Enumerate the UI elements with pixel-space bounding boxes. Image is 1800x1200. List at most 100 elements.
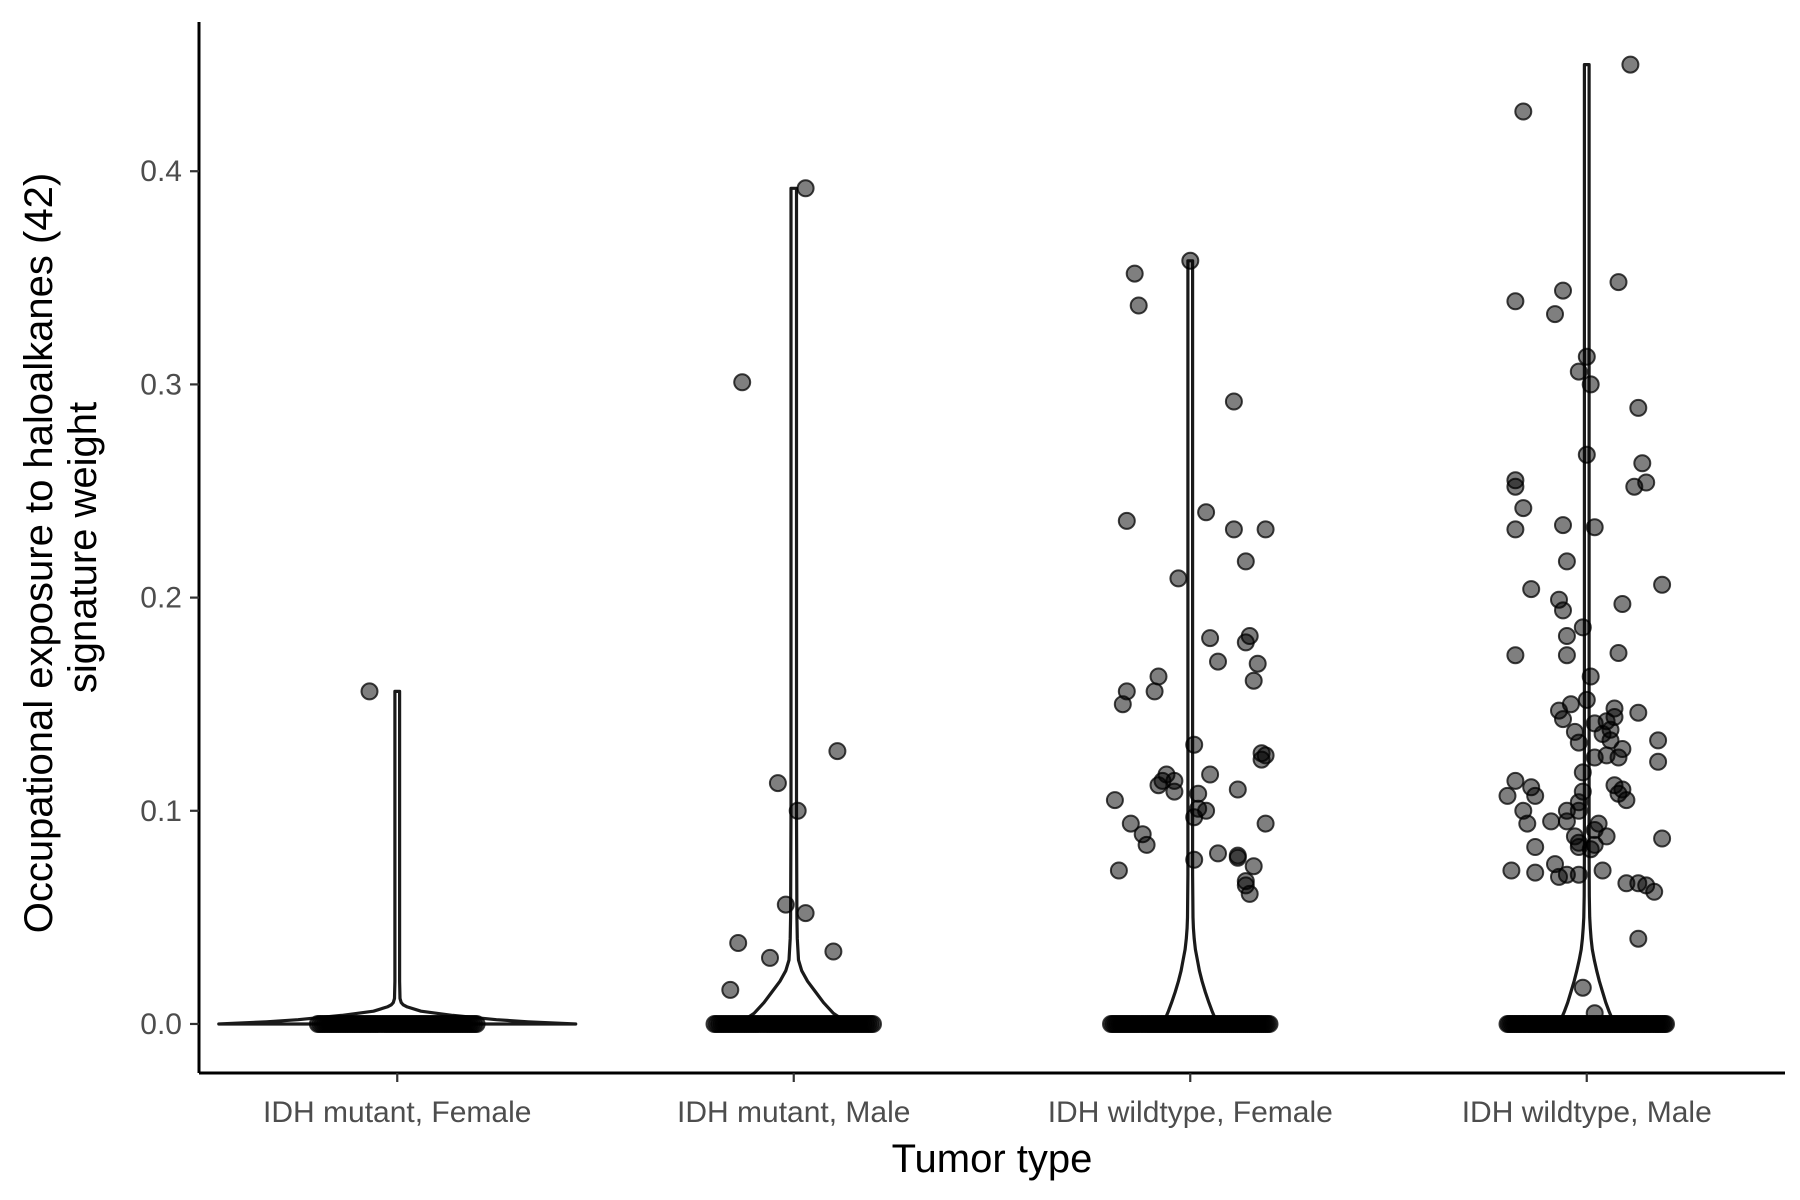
- data-point: [761, 948, 779, 967]
- data-point: [1557, 627, 1576, 645]
- data-point: [1189, 784, 1208, 803]
- data-point: [768, 774, 787, 793]
- data-point: [1573, 763, 1592, 782]
- data-point: [1209, 652, 1227, 671]
- data-point: [1557, 646, 1576, 665]
- data-point: [1201, 765, 1220, 784]
- data-point: [1585, 1004, 1604, 1023]
- data-point: [1506, 292, 1525, 311]
- data-point: [1129, 296, 1148, 315]
- data-point: [1657, 1015, 1675, 1033]
- y-axis-title-line-2: signature weight: [61, 402, 105, 693]
- data-point: [1165, 782, 1184, 801]
- data-point: [1581, 840, 1600, 859]
- data-point: [1542, 812, 1561, 831]
- y-tick-label: 0.4: [140, 155, 182, 188]
- data-point: [1569, 733, 1588, 752]
- data-point: [1145, 682, 1164, 701]
- data-point: [1248, 654, 1267, 673]
- data-point: [1573, 618, 1592, 637]
- data-point: [776, 895, 795, 914]
- data-point: [1625, 477, 1644, 496]
- data-point: [1569, 865, 1588, 884]
- data-point: [1653, 575, 1672, 594]
- data-point: [796, 904, 815, 923]
- data-point: [1185, 808, 1204, 827]
- data-point: [1593, 861, 1612, 880]
- data-point: [1609, 748, 1628, 767]
- data-point: [1209, 844, 1227, 863]
- x-tick-label: IDH mutant, Female: [263, 1096, 531, 1129]
- data-point: [1569, 801, 1588, 820]
- data-point: [1244, 671, 1263, 690]
- y-axis-title: Occupational exposure to haloalkanes (42…: [17, 162, 105, 934]
- data-point: [1526, 786, 1545, 805]
- data-point: [1526, 838, 1545, 856]
- data-point: [1506, 771, 1525, 790]
- data-point: [1581, 667, 1600, 686]
- data-point: [1149, 667, 1168, 686]
- data-point: [1526, 863, 1545, 882]
- data-point: [360, 682, 379, 701]
- data-point: [1581, 375, 1600, 394]
- data-point: [1554, 601, 1572, 620]
- x-tick-label: IDH wildtype, Male: [1462, 1096, 1712, 1129]
- x-tick-label: IDH mutant, Male: [677, 1096, 910, 1129]
- data-point: [1169, 569, 1188, 588]
- data-point: [1585, 518, 1604, 537]
- data-point: [729, 934, 748, 952]
- data-point: [1557, 812, 1576, 831]
- data-point: [1109, 861, 1128, 880]
- data-point: [1506, 646, 1525, 665]
- data-point: [1629, 929, 1648, 948]
- data-point: [1252, 750, 1271, 769]
- data-point: [721, 980, 740, 999]
- data-point: [1137, 835, 1156, 854]
- data-point: [1609, 644, 1628, 662]
- data-point: [1653, 829, 1672, 848]
- data-point: [1228, 848, 1247, 867]
- violin-4: [1557, 62, 1617, 1026]
- data-point: [1577, 445, 1596, 464]
- data-point: [1256, 520, 1275, 539]
- data-point: [1585, 748, 1604, 767]
- y-tick-label: 0.0: [140, 1008, 182, 1041]
- data-point: [1506, 520, 1525, 539]
- data-point: [788, 801, 807, 820]
- data-point: [1514, 499, 1533, 518]
- data-point: [1185, 735, 1204, 754]
- data-point: [1185, 850, 1204, 869]
- data-point: [1260, 1015, 1279, 1033]
- data-point: [1629, 398, 1648, 417]
- violin-layer: [217, 62, 1617, 1026]
- data-point: [1236, 633, 1255, 652]
- data-point: [1236, 552, 1255, 571]
- data-point: [1554, 281, 1572, 300]
- data-point: [1197, 503, 1216, 522]
- data-point: [1506, 477, 1525, 496]
- x-axis-title: Tumor type: [892, 1137, 1093, 1181]
- data-point: [1629, 703, 1648, 722]
- data-point: [864, 1015, 882, 1033]
- data-point: [1577, 690, 1596, 709]
- data-point: [1557, 552, 1576, 571]
- points-layer: [308, 55, 1675, 1033]
- data-point: [1573, 978, 1592, 997]
- data-point: [1113, 695, 1132, 714]
- data-point: [1121, 814, 1140, 833]
- data-point: [824, 942, 843, 961]
- violin-1: [217, 689, 578, 1026]
- y-tick-label: 0.1: [140, 795, 182, 828]
- y-axis-title-line-1: Occupational exposure to haloalkanes (42…: [17, 173, 61, 933]
- data-point: [1649, 752, 1668, 771]
- data-point: [1613, 595, 1632, 613]
- data-point: [1228, 780, 1247, 799]
- data-point: [1244, 857, 1263, 876]
- data-point: [1224, 520, 1243, 539]
- data-point: [1125, 264, 1144, 283]
- y-tick-label: 0.3: [140, 368, 182, 401]
- data-point: [1550, 867, 1568, 886]
- data-point: [1518, 814, 1537, 833]
- violin-2: [736, 186, 851, 1026]
